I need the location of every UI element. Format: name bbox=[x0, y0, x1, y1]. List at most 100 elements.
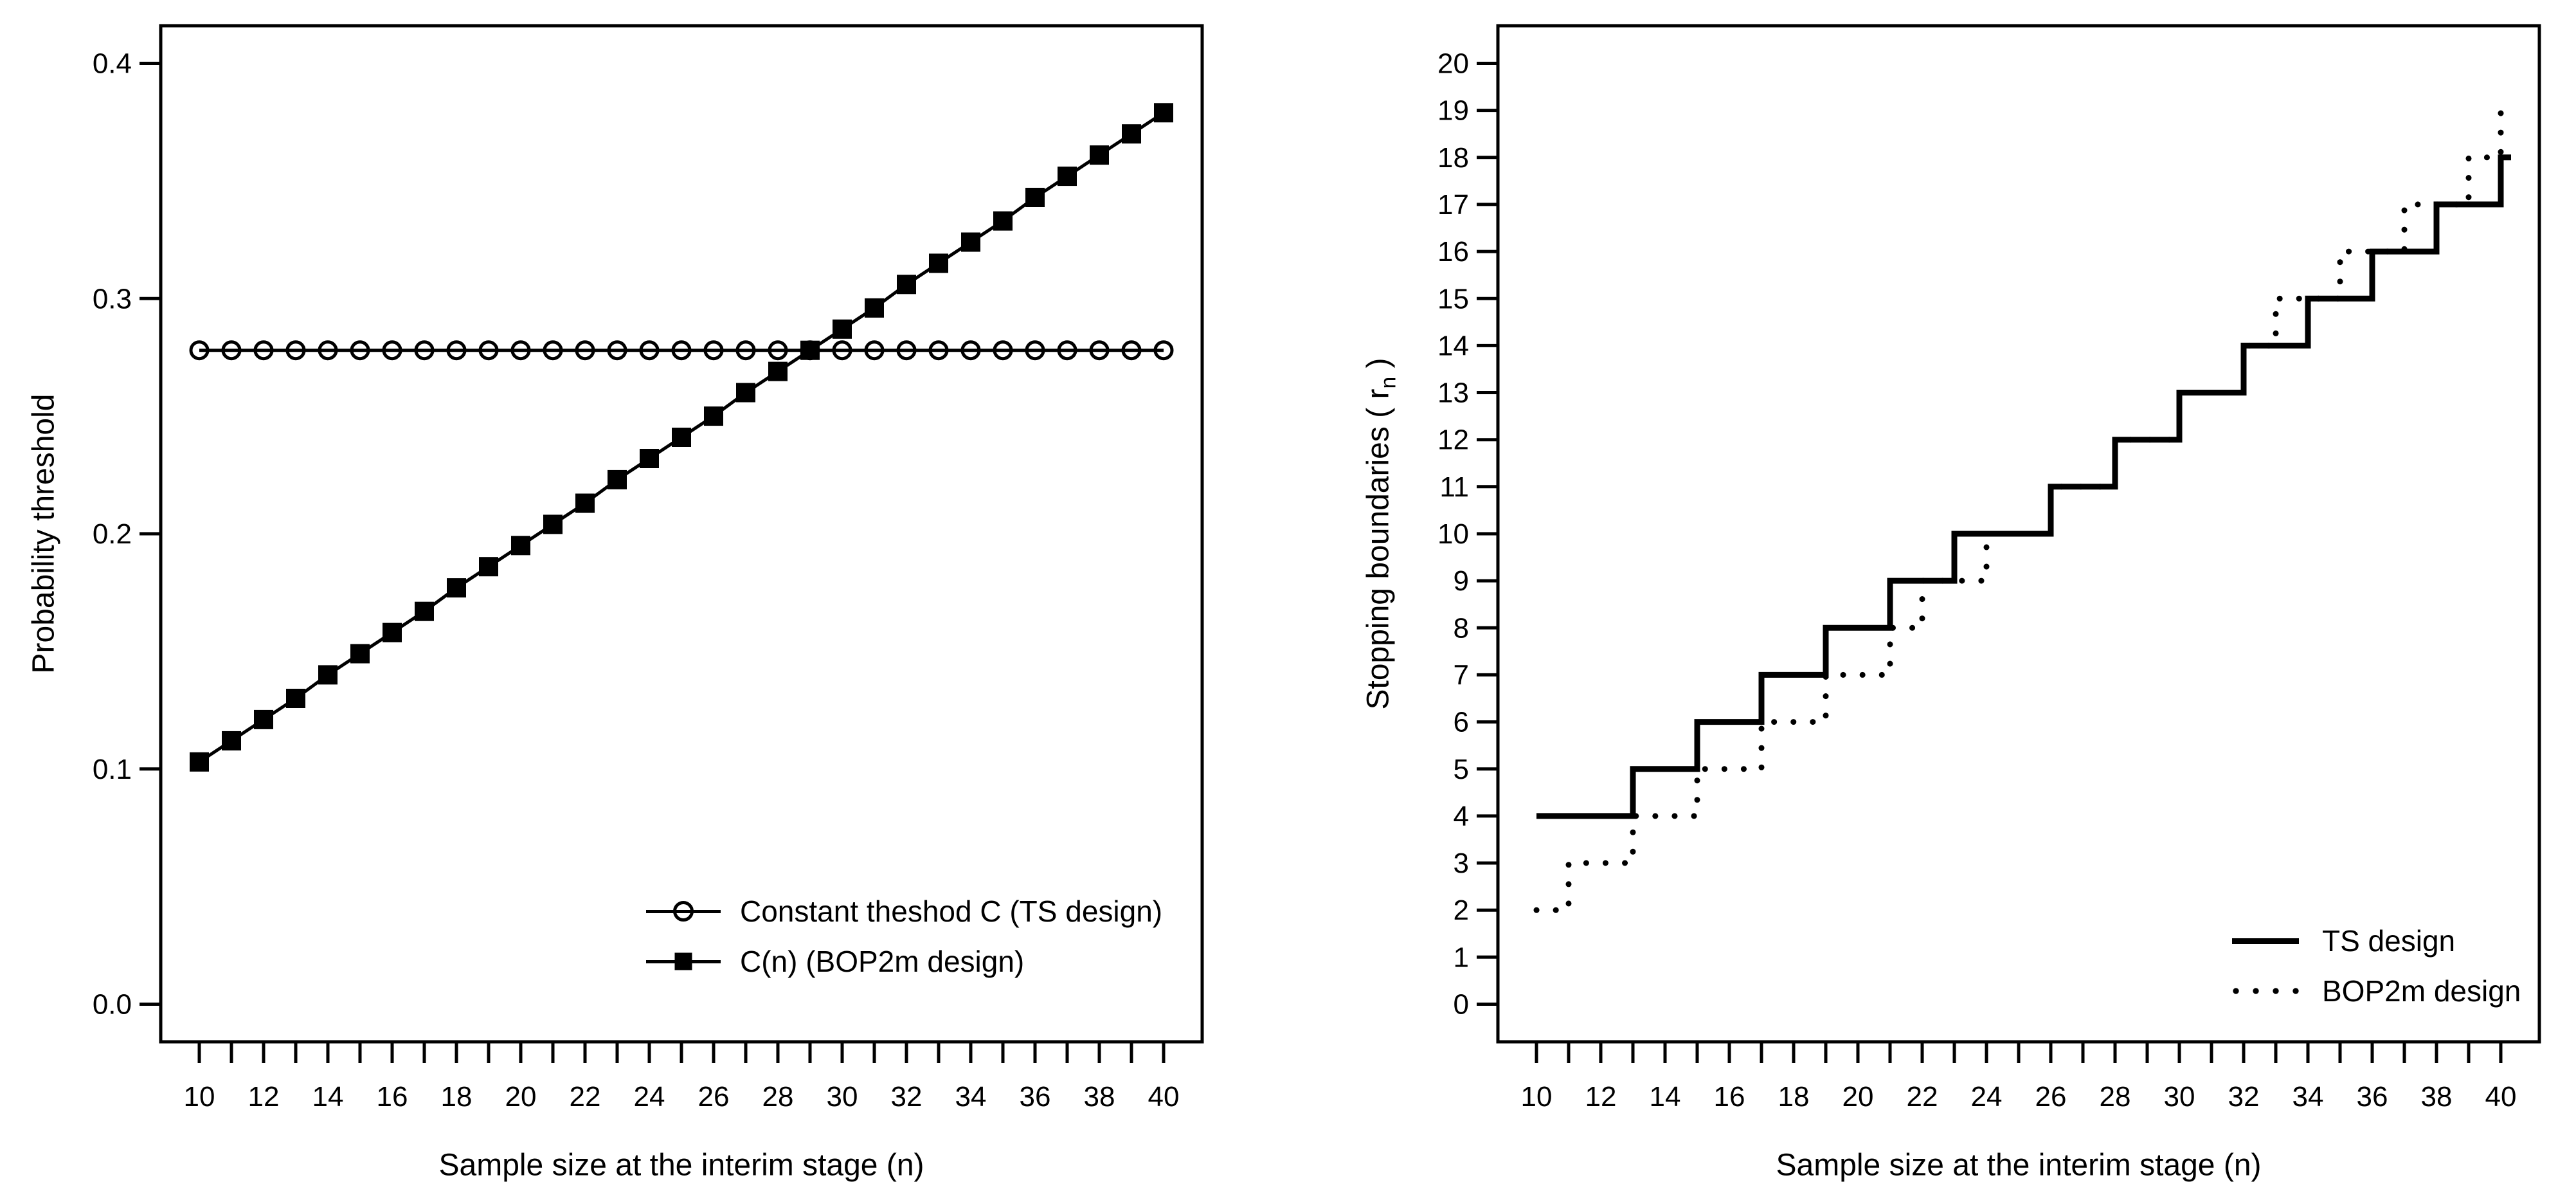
open-circle-point bbox=[1089, 340, 1110, 361]
x-tick-label: 20 bbox=[505, 1081, 537, 1113]
legend-label-constant-threshold: Constant theshod C (TS design) bbox=[740, 895, 1163, 928]
legend-item-ts-design: TS design bbox=[2232, 916, 2521, 966]
filled-square-point bbox=[254, 709, 273, 729]
x-tick-label: 10 bbox=[184, 1081, 215, 1113]
filled-square-point bbox=[704, 406, 723, 426]
filled-square-line-sample bbox=[646, 951, 721, 972]
filled-square-point bbox=[800, 340, 820, 360]
x-tick-label: 32 bbox=[891, 1081, 923, 1113]
open-circle-point bbox=[382, 340, 402, 361]
legend-label-cn: C(n) (BOP2m design) bbox=[740, 945, 1025, 978]
x-tick-label: 24 bbox=[634, 1081, 665, 1113]
filled-square-point bbox=[608, 469, 627, 489]
filled-square-point bbox=[897, 275, 916, 295]
y-tick-label: 17 bbox=[1437, 189, 1469, 221]
filled-square-point bbox=[1090, 145, 1109, 165]
open-circle-point bbox=[768, 340, 788, 361]
y-tick-label: 11 bbox=[1439, 471, 1469, 503]
y-tick-label: 10 bbox=[1437, 518, 1469, 550]
filled-square-point bbox=[222, 731, 241, 750]
x-tick-label: 14 bbox=[312, 1081, 344, 1113]
filled-square-point bbox=[1025, 188, 1045, 207]
filled-square-point bbox=[415, 601, 434, 621]
ts-step-line bbox=[1536, 154, 2511, 819]
y-tick-label: 14 bbox=[1437, 330, 1469, 361]
x-tick-label: 12 bbox=[1585, 1081, 1617, 1113]
open-circle-point bbox=[478, 340, 499, 361]
open-circle-point bbox=[607, 340, 627, 361]
x-tick-label: 40 bbox=[1148, 1081, 1180, 1113]
x-tick-label: 30 bbox=[827, 1081, 858, 1113]
open-circle-point bbox=[832, 340, 852, 361]
open-circle-point bbox=[285, 340, 306, 361]
y-tick-label: 7 bbox=[1454, 659, 1469, 691]
y-tick-label: 15 bbox=[1437, 283, 1469, 314]
open-circle-point bbox=[575, 340, 595, 361]
filled-square-point bbox=[318, 665, 338, 685]
filled-square-point bbox=[1154, 103, 1173, 123]
x-tick-label: 14 bbox=[1650, 1081, 1681, 1113]
y-tick-label: 0.0 bbox=[93, 989, 132, 1021]
open-circle-point bbox=[1121, 340, 1142, 361]
x-tick-label: 40 bbox=[2485, 1081, 2517, 1113]
x-tick-label: 24 bbox=[1971, 1081, 2003, 1113]
filled-square-point bbox=[350, 644, 370, 664]
y-tick-label: 6 bbox=[1454, 707, 1469, 738]
open-circle-point bbox=[896, 340, 917, 361]
open-circle-point bbox=[1153, 340, 1174, 361]
y-tick-label: 5 bbox=[1454, 754, 1469, 785]
left-legend: Constant theshod C (TS design) C(n) (BOP… bbox=[646, 886, 1162, 986]
x-tick-label: 36 bbox=[2357, 1081, 2388, 1113]
open-circle-point bbox=[221, 340, 242, 361]
open-circle-point bbox=[703, 340, 724, 361]
x-tick-label: 26 bbox=[2035, 1081, 2067, 1113]
legend-label-ts-design: TS design bbox=[2322, 924, 2456, 958]
filled-square-point bbox=[961, 232, 980, 252]
y-tick-label: 2 bbox=[1454, 895, 1469, 926]
x-tick-label: 10 bbox=[1521, 1081, 1553, 1113]
open-circle-point bbox=[864, 340, 885, 361]
y-tick-label: 0.1 bbox=[93, 754, 132, 785]
right-x-axis-title: Sample size at the interim stage (n) bbox=[1776, 1148, 2262, 1183]
right-legend: TS design BOP2m design bbox=[2232, 916, 2521, 1016]
filled-square-point bbox=[479, 557, 498, 577]
filled-square-marker-icon bbox=[674, 952, 692, 970]
filled-square-point bbox=[575, 493, 595, 513]
filled-square-point bbox=[736, 383, 755, 403]
open-circle-point bbox=[543, 340, 563, 361]
y-tick-label: 0.3 bbox=[93, 283, 132, 314]
x-tick-label: 38 bbox=[2421, 1081, 2453, 1113]
y-tick-label: 9 bbox=[1454, 565, 1469, 597]
x-tick-label: 12 bbox=[248, 1081, 280, 1113]
left-y-axis-title: Probability threshold bbox=[26, 394, 61, 674]
filled-square-point bbox=[383, 623, 402, 642]
y-tick-label: 18 bbox=[1437, 142, 1469, 174]
open-circle-point bbox=[671, 340, 692, 361]
open-circle-point bbox=[414, 340, 435, 361]
x-tick-label: 30 bbox=[2164, 1081, 2195, 1113]
x-tick-label: 36 bbox=[1020, 1081, 1051, 1113]
x-tick-label: 38 bbox=[1084, 1081, 1115, 1113]
y-tick-label: 16 bbox=[1437, 236, 1469, 268]
right-y-axis-title: Stopping boundaries ( rn ) bbox=[1361, 358, 1401, 710]
y-tick-label: 19 bbox=[1437, 95, 1469, 127]
filled-square-point bbox=[768, 361, 788, 381]
filled-square-point bbox=[543, 514, 563, 534]
x-tick-label: 18 bbox=[441, 1081, 473, 1113]
open-circle-point bbox=[1057, 340, 1077, 361]
filled-square-point bbox=[447, 578, 466, 598]
y-tick-label: 0 bbox=[1454, 989, 1469, 1021]
filled-square-point bbox=[190, 752, 209, 772]
open-circle-line-sample bbox=[646, 901, 721, 922]
y-tick-label: 0.4 bbox=[93, 48, 132, 80]
filled-square-point bbox=[833, 319, 852, 339]
x-tick-label: 32 bbox=[2228, 1081, 2260, 1113]
y-tick-label: 1 bbox=[1454, 941, 1469, 973]
filled-square-point bbox=[1122, 124, 1141, 144]
x-tick-label: 28 bbox=[762, 1081, 794, 1113]
legend-item-cn: C(n) (BOP2m design) bbox=[646, 936, 1162, 986]
open-circle-point bbox=[639, 340, 660, 361]
open-circle-point bbox=[1025, 340, 1045, 361]
